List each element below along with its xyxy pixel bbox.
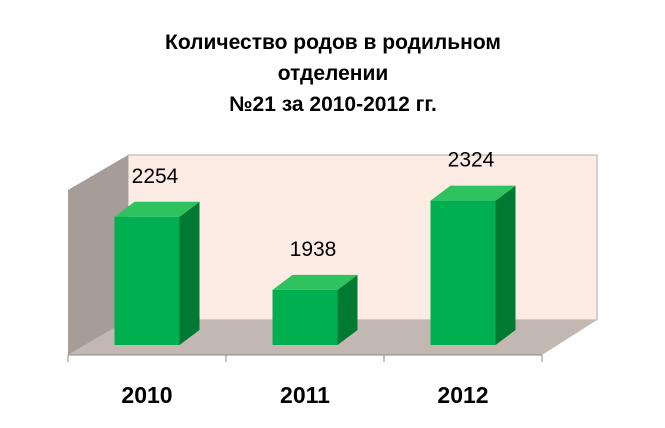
x-tick-label: 2012 [437, 382, 488, 408]
bar-side [337, 274, 358, 345]
value-label: 2324 [448, 149, 495, 172]
bar-side [179, 201, 200, 345]
bar-side [495, 185, 516, 345]
bar-top [114, 201, 200, 217]
bar-top [272, 274, 358, 290]
value-label: 1938 [290, 238, 337, 261]
bar-front [272, 289, 338, 345]
side-wall [68, 155, 128, 355]
bar-front [430, 200, 496, 345]
bar [430, 185, 516, 345]
bar [114, 201, 200, 345]
bar-front [114, 216, 180, 345]
chart-title: №21 за 2010-2012 гг. [229, 93, 437, 116]
x-tick-label: 2010 [121, 382, 172, 408]
chart-title: Количество родов в родильном [165, 31, 501, 54]
chart-title: отделении [278, 62, 389, 85]
bar [272, 274, 358, 345]
value-label: 2254 [132, 165, 179, 188]
bar-top [430, 185, 516, 201]
x-tick-label: 2011 [280, 382, 330, 408]
